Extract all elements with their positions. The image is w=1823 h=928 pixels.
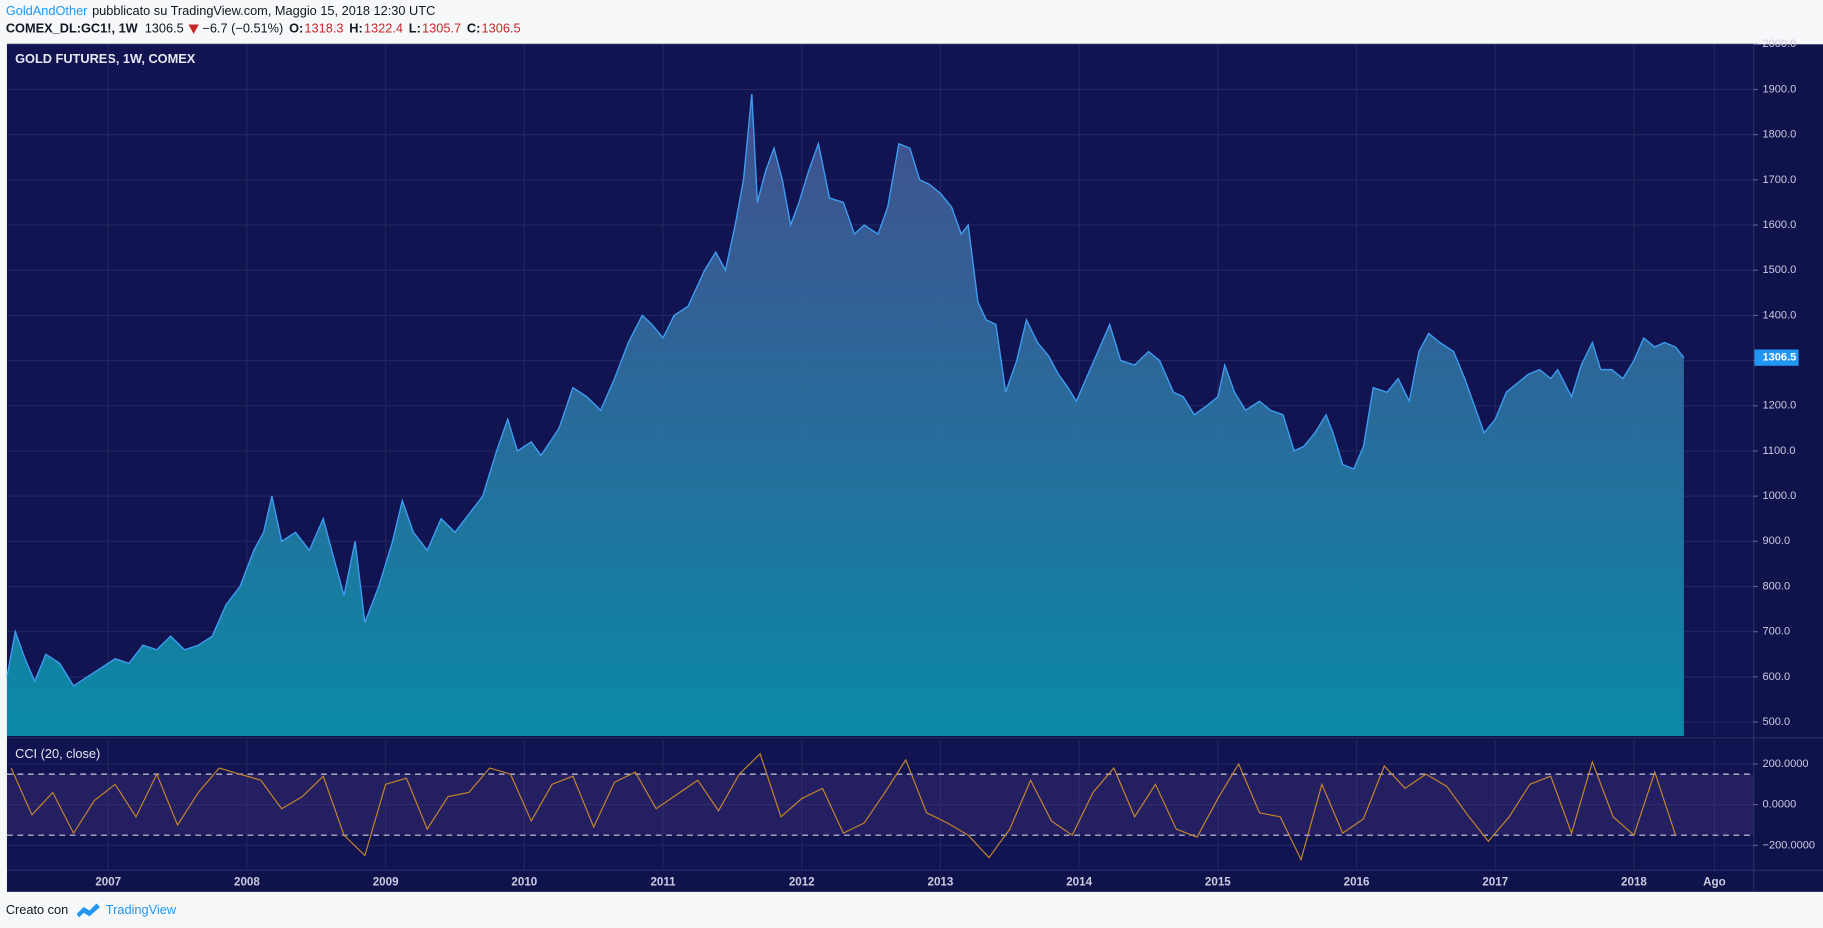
ohlc-value: 1318.3 <box>304 21 343 36</box>
y-tick-label: 1700.0 <box>1763 174 1797 186</box>
footer-brand[interactable]: TradingView <box>106 902 177 917</box>
x-tick-label: 2016 <box>1344 876 1370 889</box>
y-tick-label: 700.0 <box>1763 626 1791 638</box>
last-price-label: 1306.5 <box>1763 352 1797 364</box>
ohlc-label: C: <box>467 21 480 36</box>
x-tick-label: 2007 <box>95 876 121 889</box>
ohlc-label: O: <box>289 21 303 36</box>
y-tick-label: −200.0000 <box>1763 839 1815 851</box>
last-price-box <box>1754 349 1799 366</box>
cci-title: CCI (20, close) <box>15 746 100 761</box>
x-tick-label: 2011 <box>650 876 676 889</box>
x-tick-label: 2013 <box>928 876 954 889</box>
x-tick-label: Ago <box>1703 876 1726 889</box>
ohlc-value: 1305.7 <box>422 21 461 36</box>
price-title: GOLD FUTURES, 1W, COMEX <box>15 51 196 66</box>
last-price: 1306.5 <box>145 21 184 36</box>
x-tick-label: 2008 <box>234 876 260 889</box>
x-tick-label: 2014 <box>1066 876 1092 889</box>
published: pubblicato su TradingView.com, Maggio 15… <box>92 3 435 18</box>
price-line <box>6 93 1685 687</box>
band-fill <box>6 774 1754 836</box>
y-tick-label: 0.0000 <box>1763 799 1797 811</box>
author: GoldAndOther <box>6 3 88 18</box>
tradingview-logo[interactable]: TradingView <box>76 902 177 918</box>
x-tick-label: 2017 <box>1482 876 1508 889</box>
x-tick-label: 2018 <box>1621 876 1647 889</box>
x-tick-label: 2012 <box>789 876 815 889</box>
y-tick-label: 1100.0 <box>1763 445 1796 457</box>
y-tick-label: 600.0 <box>1763 671 1791 683</box>
x-tick-label: 2009 <box>373 876 399 889</box>
footer-text: Creato con <box>6 902 68 917</box>
y-tick-label: 1800.0 <box>1763 129 1797 141</box>
y-tick-label: 1000.0 <box>1763 490 1797 502</box>
down-arrow <box>188 24 199 34</box>
y-tick-label: 900.0 <box>1763 535 1791 547</box>
change: −6.7 (−0.51%) <box>202 21 283 36</box>
y-tick-label: 1900.0 <box>1763 83 1797 95</box>
cci-line <box>10 752 1677 862</box>
y-tick-label: 1200.0 <box>1763 400 1797 412</box>
ohlc-value: 1322.4 <box>364 21 403 36</box>
ohlc-label: H: <box>349 21 362 36</box>
ohlc-label: L: <box>409 21 421 36</box>
x-tick-label: 2010 <box>511 876 537 889</box>
area-fill <box>6 93 1684 737</box>
y-tick-label: 1600.0 <box>1763 219 1797 231</box>
y-tick-label: 2000.0 <box>1763 38 1797 50</box>
y-tick-label: 200.0000 <box>1763 758 1809 770</box>
y-tick-label: 1500.0 <box>1763 264 1797 276</box>
symbol: COMEX_DL:GC1!, 1W <box>6 21 139 36</box>
logo-icon <box>76 903 100 918</box>
x-tick-label: 2015 <box>1205 876 1231 889</box>
y-tick-label: 800.0 <box>1763 580 1791 592</box>
y-tick-label: 500.0 <box>1763 716 1791 728</box>
y-tick-label: 1400.0 <box>1763 309 1797 321</box>
ohlc-value: 1306.5 <box>482 21 521 36</box>
